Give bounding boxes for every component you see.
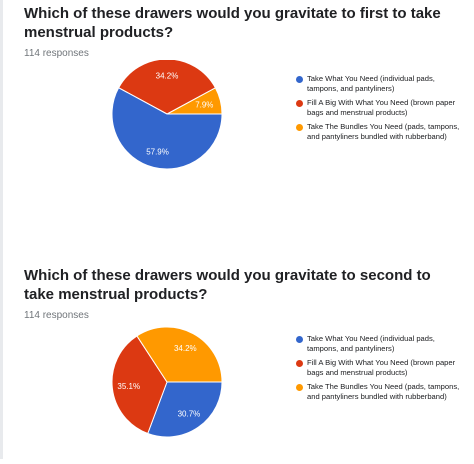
legend-item-take-the-bundles[interactable]: Take The Bundles You Need (pads, tampons… xyxy=(296,122,466,142)
question-title: Which of these drawers would you gravita… xyxy=(24,5,441,41)
legend-item-take-the-bundles[interactable]: Take The Bundles You Need (pads, tampons… xyxy=(296,382,466,402)
slice-label-fill-a-bag: 35.1% xyxy=(117,382,140,391)
legend-swatch xyxy=(296,99,303,107)
legend-item-take-what-you-need[interactable]: Take What You Need (individual pads, tam… xyxy=(296,334,466,354)
legend-label: Fill A Big With What You Need (brown pap… xyxy=(307,358,456,377)
slice-label-take-the-bundles: 34.2% xyxy=(174,344,197,353)
legend-swatch xyxy=(296,75,303,83)
pie-chart: 30.7% 35.1% 34.2% xyxy=(111,326,223,438)
response-count: 114 responses xyxy=(24,310,89,321)
legend-swatch xyxy=(296,383,303,391)
slice-label-take-what-you-need: 57.9% xyxy=(146,147,169,156)
chart-card-1: Which of these drawers would you gravita… xyxy=(24,0,474,170)
pie-chart: 7.9% 34.2% 57.9% xyxy=(111,60,223,170)
chart-legend: Take What You Need (individual pads, tam… xyxy=(296,334,466,406)
response-count: 114 responses xyxy=(24,48,89,59)
question-title: Which of these drawers would you gravita… xyxy=(24,267,431,303)
pie-slice-take-what-you-need[interactable] xyxy=(111,87,223,170)
slice-label-take-the-bundles: 7.9% xyxy=(195,101,213,110)
legend-item-fill-a-bag[interactable]: Fill A Big With What You Need (brown pap… xyxy=(296,98,466,118)
legend-swatch xyxy=(296,359,303,367)
legend-label: Take The Bundles You Need (pads, tampons… xyxy=(307,122,460,141)
legend-swatch xyxy=(296,335,303,343)
chart-card-2: Which of these drawers would you gravita… xyxy=(24,262,474,438)
pie-slice-fill-a-bag[interactable] xyxy=(111,335,168,435)
legend-swatch xyxy=(296,123,303,131)
chart-legend: Take What You Need (individual pads, tam… xyxy=(296,74,466,146)
legend-label: Take What You Need (individual pads, tam… xyxy=(307,334,435,353)
left-border xyxy=(0,0,3,459)
slice-label-take-what-you-need: 30.7% xyxy=(178,410,201,419)
legend-item-fill-a-bag[interactable]: Fill A Big With What You Need (brown pap… xyxy=(296,358,466,378)
slice-label-fill-a-bag: 34.2% xyxy=(156,72,179,81)
legend-label: Take What You Need (individual pads, tam… xyxy=(307,74,435,93)
legend-label: Take The Bundles You Need (pads, tampons… xyxy=(307,382,460,401)
legend-label: Fill A Big With What You Need (brown pap… xyxy=(307,98,456,117)
legend-item-take-what-you-need[interactable]: Take What You Need (individual pads, tam… xyxy=(296,74,466,94)
pie-slice-take-what-you-need[interactable] xyxy=(147,381,223,438)
pie-slice-take-the-bundles[interactable] xyxy=(136,326,223,383)
